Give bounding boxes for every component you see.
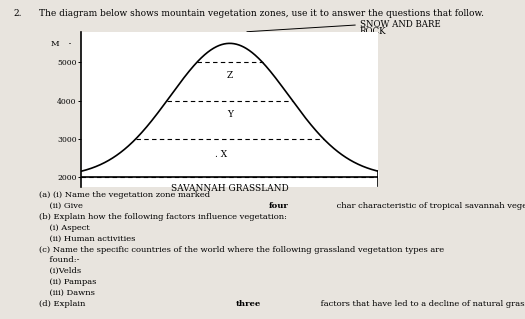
Text: (ii) Pampas: (ii) Pampas — [39, 278, 97, 286]
Text: (d) Explain: (d) Explain — [39, 300, 88, 308]
Text: three: three — [236, 300, 261, 308]
Text: . X: . X — [215, 150, 227, 160]
Text: (ii) Give: (ii) Give — [39, 202, 86, 210]
Text: factors that have led to a decline of natural grassland in Kenya: factors that have led to a decline of na… — [318, 300, 525, 308]
Text: Y: Y — [227, 109, 233, 119]
Text: (a) (i) Name the vegetation zone marked: (a) (i) Name the vegetation zone marked — [39, 191, 213, 199]
Text: (ii) Human activities: (ii) Human activities — [39, 235, 136, 243]
Text: char characteristic of tropical savannah vegetations: char characteristic of tropical savannah… — [334, 202, 525, 210]
Text: Z: Z — [227, 71, 233, 80]
Text: M: M — [50, 40, 59, 48]
Text: SNOW AND BARE: SNOW AND BARE — [360, 20, 440, 29]
Text: (b) Explain how the following factors influence vegetation:: (b) Explain how the following factors in… — [39, 213, 287, 221]
Text: The diagram below shows mountain vegetation zones, use it to answer the question: The diagram below shows mountain vegetat… — [39, 9, 485, 18]
Text: (i) Aspect: (i) Aspect — [39, 224, 90, 232]
Text: 2.: 2. — [13, 9, 22, 18]
Text: ·: · — [68, 38, 72, 51]
Text: (c) Name the specific countries of the world where the following grassland veget: (c) Name the specific countries of the w… — [39, 246, 445, 254]
Text: found:-: found:- — [39, 256, 80, 264]
Text: four: four — [269, 202, 288, 210]
Text: SAVANNAH GRASSLAND: SAVANNAH GRASSLAND — [171, 184, 289, 193]
Text: ROCK: ROCK — [360, 27, 386, 36]
Text: (i)Velds: (i)Velds — [39, 267, 81, 275]
Text: (iii) Dawns: (iii) Dawns — [39, 289, 95, 297]
